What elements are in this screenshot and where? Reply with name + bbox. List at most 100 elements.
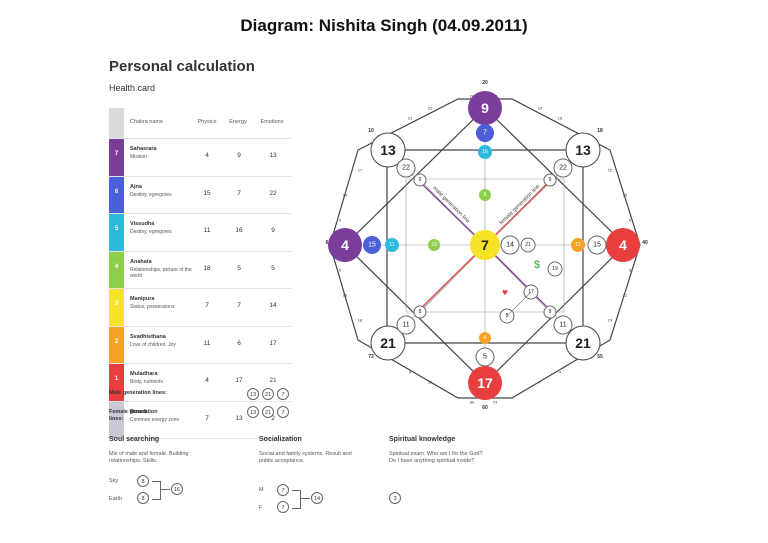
health-card-table: Chakra name Physics Energy Emotions 7 Sah… bbox=[109, 108, 292, 439]
social-sum: 14 bbox=[311, 492, 323, 504]
left-node-circle bbox=[328, 228, 362, 262]
left-heart-node-circle bbox=[428, 239, 440, 251]
bottom-node-circle bbox=[468, 366, 502, 400]
br-inner-label: 11 bbox=[559, 322, 566, 329]
chakra-desc: Love of children, Joy bbox=[130, 341, 176, 348]
center-right-1-circle bbox=[500, 235, 520, 255]
table-row: 7 Sahasrara Mission 4 9 13 bbox=[109, 139, 292, 177]
social-desc: Social and family systems. Result and pu… bbox=[259, 451, 352, 464]
right-inner2-node-label: 11 bbox=[575, 242, 580, 248]
energy-value: 13 bbox=[235, 414, 243, 422]
right-inner2-node-circle bbox=[571, 238, 585, 252]
br-inner2-circle bbox=[543, 305, 557, 319]
physics-value: 4 bbox=[205, 377, 209, 384]
tl-inner-circle bbox=[396, 158, 416, 178]
outer-octagon bbox=[329, 98, 641, 399]
corner-bottom-right-circle bbox=[565, 325, 601, 361]
table-row: 6 Ajna Destiny, egregores 15 7 22 bbox=[109, 176, 292, 214]
outer-tick-label: 20 bbox=[623, 193, 628, 198]
tl-inner2-label: 9 bbox=[419, 177, 422, 183]
emotions-value: 14 bbox=[269, 302, 277, 309]
center-right-1-label: 14 bbox=[506, 242, 514, 249]
outer-tick-label: 7 bbox=[539, 380, 542, 385]
header-emotions: Emotions bbox=[260, 119, 284, 125]
chakra-desc: Status, possessions bbox=[130, 304, 175, 310]
right-node-circle bbox=[606, 228, 640, 262]
chakra-name: Muladhara bbox=[130, 371, 158, 377]
outer-left-label: 6 bbox=[326, 240, 329, 246]
male-generation-arrow bbox=[420, 182, 481, 241]
corner-bottom-right-label: 21 bbox=[575, 335, 591, 351]
social-title: Socialization bbox=[259, 436, 302, 443]
left-inner-node-label: 15 bbox=[368, 242, 376, 249]
top-inner2-node-label: 16 bbox=[482, 149, 488, 155]
emotions-value: 22 bbox=[269, 189, 277, 197]
emotions-value: 21 bbox=[269, 377, 277, 384]
left-inner2-node-label: 11 bbox=[389, 242, 394, 248]
left-heart-node-label: 18 bbox=[431, 242, 437, 248]
physics-value: 7 bbox=[205, 302, 209, 309]
outer-tick-label: 18 bbox=[358, 318, 363, 323]
inner-square bbox=[405, 178, 565, 313]
chakra-number: 4 bbox=[114, 263, 119, 270]
outer-top-label: 20 bbox=[482, 80, 488, 86]
corner-top-right-label: 13 bbox=[575, 142, 591, 158]
f-label: F bbox=[259, 505, 263, 511]
top-inner2-node-circle bbox=[478, 145, 492, 159]
female-generation-label: female generation line bbox=[499, 184, 542, 227]
chakra-color-strip bbox=[109, 289, 124, 326]
left-inner2-node-circle bbox=[385, 238, 399, 252]
chakra-name: Svadhisthana bbox=[130, 333, 166, 340]
chakra-color-strip bbox=[109, 401, 124, 438]
chakra-color-strip bbox=[109, 139, 124, 176]
emotions-value: 17 bbox=[269, 339, 277, 347]
female-gen-1: 13 bbox=[247, 406, 259, 418]
chakra-number: 3 bbox=[114, 301, 119, 307]
outer-ul-label: 10 bbox=[368, 128, 374, 134]
physics-value: 7 bbox=[205, 414, 209, 422]
table-row: 3 Manipura Status, possessions 7 7 14 bbox=[109, 289, 292, 327]
bottom-inner2-node-label: 6 bbox=[484, 335, 487, 341]
outer-tick-label: 6 bbox=[339, 268, 342, 273]
chakra-color-strip bbox=[109, 364, 124, 401]
bottom-node-label: 17 bbox=[477, 375, 493, 391]
chakra-name: Sahasrara bbox=[130, 146, 157, 152]
bl-inner2-circle bbox=[413, 305, 427, 319]
top-inner-node-circle bbox=[476, 124, 494, 142]
spiritual-desc: Spiritual exam. Who am I for the God? Do… bbox=[389, 451, 483, 464]
top-inner-node-label: 7 bbox=[483, 130, 487, 137]
male-gen-1: 13 bbox=[247, 388, 259, 400]
outer-tick-label: 19 bbox=[608, 318, 613, 323]
corner-top-left-circle bbox=[370, 132, 406, 168]
right-node-label: 4 bbox=[619, 237, 627, 253]
chakra-name: Vissudha bbox=[130, 221, 155, 227]
outer-right-label: 40 bbox=[642, 240, 648, 246]
energy-value: 9 bbox=[237, 152, 241, 159]
heart-line-node-circle bbox=[479, 189, 491, 201]
table-row: 1 Muladhara Body, nutrients 4 17 21 bbox=[109, 364, 292, 402]
tr-inner2-label: 9 bbox=[549, 177, 552, 183]
health-card-heading: Health card bbox=[109, 83, 156, 93]
physics-value: 11 bbox=[203, 339, 211, 347]
outer-tick-label: 5 bbox=[339, 218, 342, 223]
outer-tick-label: 14 bbox=[343, 193, 348, 198]
energy-value: 17 bbox=[235, 377, 243, 384]
br-inner2-label: 8 bbox=[549, 309, 552, 315]
female-generation-arrow bbox=[489, 182, 549, 241]
male-generation-label: male generation line bbox=[431, 185, 470, 224]
emotions-value: 2 bbox=[271, 414, 275, 422]
corner-top-right-circle bbox=[565, 132, 601, 168]
center-node-circle bbox=[470, 230, 500, 260]
m-value: 7 bbox=[277, 484, 289, 496]
outer-tick-label: 4 bbox=[559, 370, 562, 375]
money-node-1-label: 19 bbox=[552, 266, 558, 272]
chakra-desc: Common energy zone bbox=[130, 416, 180, 423]
chakra-desc: Destiny, egregores bbox=[130, 229, 172, 235]
outer-tick-label: 9 bbox=[409, 370, 412, 375]
chakra-name: Result bbox=[130, 408, 147, 415]
physics-value: 15 bbox=[203, 189, 211, 197]
header-strip bbox=[109, 108, 124, 138]
heart-icon: ♥ bbox=[502, 288, 508, 299]
table-row: 5 Vissudha Destiny, egregores 11 16 9 bbox=[109, 214, 292, 252]
